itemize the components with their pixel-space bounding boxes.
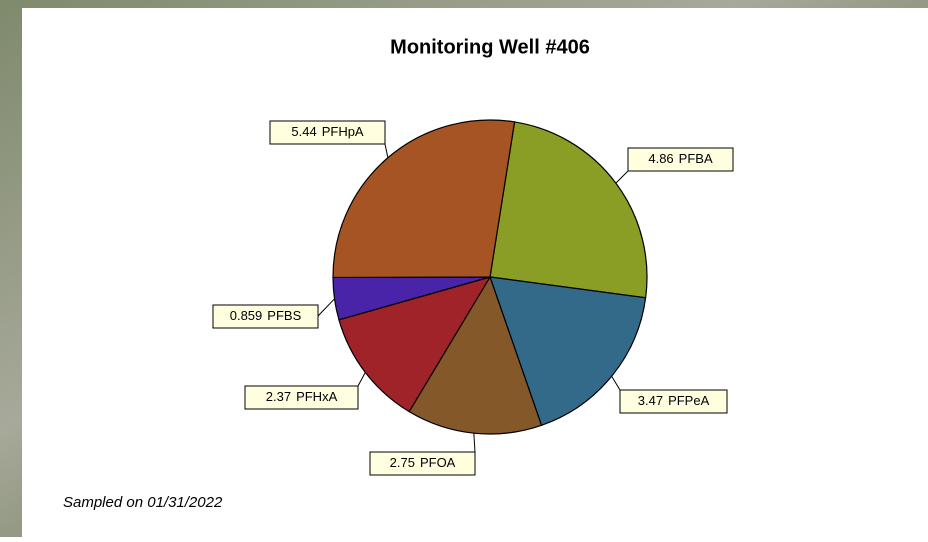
slice-label: 3.47 PFPeA [638, 393, 710, 408]
label-value: 2.37 [266, 389, 291, 404]
slice-label: 0.859 PFBS [230, 308, 302, 323]
leader-line [384, 143, 389, 158]
leader-line [317, 298, 335, 317]
leader-line [357, 372, 366, 387]
label-value: 0.859 [230, 308, 263, 323]
slice-label: 2.75 PFOA [390, 455, 456, 470]
slice-label: 4.86 PFBA [648, 151, 713, 166]
leader-line [611, 376, 621, 391]
slice-label: 2.37 PFHxA [266, 389, 338, 404]
pie: 4.86 PFBA 3.47 PFPeA 2.75 PFOA 2.37 PFHxA 0.859 P… [212, 119, 734, 476]
label-value: 4.86 [648, 151, 673, 166]
label-name: PFBS [267, 308, 301, 323]
slice-label: 5.44 PFHpA [291, 124, 364, 139]
label-name: PFHpA [322, 124, 364, 139]
label-box [627, 147, 734, 172]
chart-title: Monitoring Well #406 [390, 36, 590, 58]
label-name: PFPeA [668, 393, 710, 408]
label-value: 5.44 [291, 124, 316, 139]
leader-line [473, 433, 476, 453]
label-box [244, 385, 359, 410]
label-name: PFBA [679, 151, 713, 166]
label-name: PFOA [420, 455, 456, 470]
label-box [269, 120, 386, 145]
label-box [619, 389, 728, 414]
label-value: 2.75 [390, 455, 415, 470]
label-box [212, 304, 319, 329]
annotation: Sampled on 01/31/2022 [63, 494, 223, 511]
label-name: PFHxA [296, 389, 338, 404]
label-box [369, 451, 476, 476]
leader-line [615, 170, 629, 184]
label-value: 3.47 [638, 393, 663, 408]
pie-slice [332, 119, 516, 279]
